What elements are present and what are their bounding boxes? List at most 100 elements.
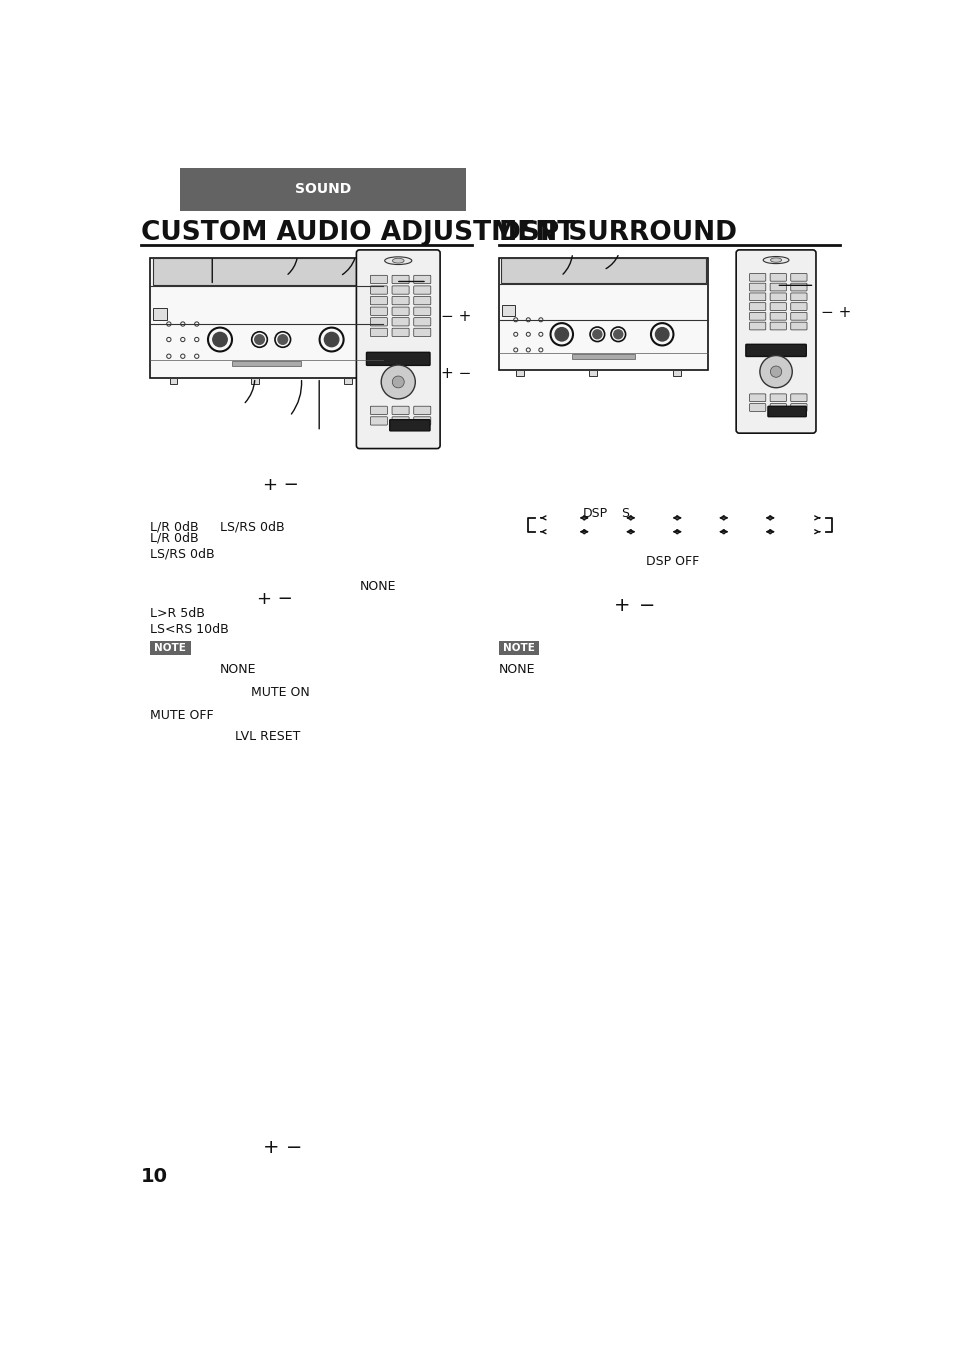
- FancyBboxPatch shape: [790, 273, 806, 281]
- FancyBboxPatch shape: [767, 407, 805, 416]
- FancyBboxPatch shape: [790, 284, 806, 290]
- FancyBboxPatch shape: [769, 284, 785, 290]
- FancyBboxPatch shape: [790, 293, 806, 301]
- Text: DSP SURROUND: DSP SURROUND: [498, 220, 737, 246]
- Bar: [500, 258, 705, 282]
- FancyBboxPatch shape: [370, 307, 387, 315]
- Text: +: +: [262, 1139, 279, 1158]
- Circle shape: [592, 330, 601, 339]
- FancyBboxPatch shape: [370, 328, 387, 336]
- Bar: [153, 308, 167, 320]
- FancyBboxPatch shape: [356, 250, 439, 449]
- Circle shape: [277, 335, 287, 345]
- FancyBboxPatch shape: [414, 407, 431, 415]
- FancyBboxPatch shape: [769, 293, 785, 301]
- Circle shape: [213, 332, 227, 347]
- FancyBboxPatch shape: [414, 328, 431, 336]
- Text: CUSTOM AUDIO ADJUSTMENT: CUSTOM AUDIO ADJUSTMENT: [141, 220, 575, 246]
- Ellipse shape: [392, 258, 404, 263]
- Text: + −: + −: [262, 477, 298, 494]
- FancyBboxPatch shape: [370, 317, 387, 326]
- Text: L/R 0dB: L/R 0dB: [150, 520, 198, 534]
- FancyBboxPatch shape: [414, 286, 431, 295]
- Circle shape: [655, 327, 668, 340]
- Circle shape: [760, 355, 791, 388]
- Text: NOTE: NOTE: [502, 643, 535, 653]
- Text: NONE: NONE: [359, 580, 395, 593]
- FancyBboxPatch shape: [790, 303, 806, 311]
- Text: −: −: [638, 596, 654, 615]
- Ellipse shape: [762, 257, 788, 263]
- FancyBboxPatch shape: [370, 286, 387, 295]
- FancyBboxPatch shape: [736, 250, 815, 434]
- Bar: [179, 169, 466, 211]
- Bar: [672, 370, 680, 376]
- Ellipse shape: [770, 258, 781, 262]
- FancyBboxPatch shape: [769, 322, 785, 330]
- Text: NONE: NONE: [498, 662, 535, 676]
- FancyBboxPatch shape: [414, 296, 431, 305]
- Ellipse shape: [384, 257, 412, 265]
- FancyBboxPatch shape: [390, 420, 430, 431]
- Text: DSP: DSP: [582, 507, 607, 520]
- FancyBboxPatch shape: [769, 404, 785, 411]
- Text: DSP OFF: DSP OFF: [645, 555, 699, 567]
- FancyBboxPatch shape: [769, 273, 785, 281]
- FancyBboxPatch shape: [414, 417, 431, 426]
- Circle shape: [381, 365, 415, 399]
- Text: LS/RS 0dB: LS/RS 0dB: [150, 547, 214, 561]
- Bar: [170, 378, 177, 384]
- FancyBboxPatch shape: [749, 303, 765, 311]
- Circle shape: [324, 332, 338, 347]
- FancyBboxPatch shape: [769, 394, 785, 401]
- Text: L/R 0dB: L/R 0dB: [150, 532, 198, 544]
- FancyBboxPatch shape: [392, 328, 409, 336]
- Text: LS<RS 10dB: LS<RS 10dB: [150, 623, 229, 635]
- Bar: [150, 642, 191, 655]
- Bar: [344, 378, 352, 384]
- Text: + −: + −: [257, 590, 293, 608]
- Bar: [251, 378, 258, 384]
- Bar: [150, 258, 382, 378]
- Text: − +: − +: [440, 308, 471, 324]
- FancyBboxPatch shape: [392, 307, 409, 315]
- Circle shape: [613, 330, 622, 339]
- FancyBboxPatch shape: [790, 322, 806, 330]
- Bar: [572, 354, 635, 359]
- Text: MUTE OFF: MUTE OFF: [150, 709, 213, 721]
- Bar: [232, 361, 301, 366]
- Circle shape: [392, 376, 404, 388]
- FancyBboxPatch shape: [392, 407, 409, 415]
- FancyBboxPatch shape: [749, 404, 765, 411]
- Text: + −: + −: [440, 366, 471, 381]
- Text: 10: 10: [141, 1167, 168, 1186]
- FancyBboxPatch shape: [745, 345, 805, 357]
- FancyBboxPatch shape: [392, 276, 409, 284]
- FancyBboxPatch shape: [370, 276, 387, 284]
- FancyBboxPatch shape: [749, 293, 765, 301]
- Text: SOUND: SOUND: [294, 182, 351, 196]
- FancyBboxPatch shape: [790, 312, 806, 320]
- FancyBboxPatch shape: [749, 322, 765, 330]
- Circle shape: [555, 327, 568, 340]
- FancyBboxPatch shape: [769, 312, 785, 320]
- FancyBboxPatch shape: [392, 317, 409, 326]
- FancyBboxPatch shape: [370, 407, 387, 415]
- FancyBboxPatch shape: [749, 284, 765, 290]
- Text: L>R 5dB: L>R 5dB: [150, 607, 205, 620]
- FancyBboxPatch shape: [790, 404, 806, 411]
- Bar: [498, 642, 538, 655]
- Text: NOTE: NOTE: [154, 643, 186, 653]
- FancyBboxPatch shape: [414, 307, 431, 315]
- Text: −: −: [286, 1139, 302, 1158]
- Text: LVL RESET: LVL RESET: [235, 731, 300, 743]
- FancyBboxPatch shape: [370, 296, 387, 305]
- Text: S: S: [620, 507, 629, 520]
- Text: − +: − +: [820, 305, 850, 320]
- Bar: [516, 370, 523, 376]
- Bar: [498, 258, 707, 370]
- Text: MUTE ON: MUTE ON: [251, 686, 310, 698]
- FancyBboxPatch shape: [790, 394, 806, 401]
- FancyBboxPatch shape: [749, 273, 765, 281]
- Bar: [152, 258, 380, 285]
